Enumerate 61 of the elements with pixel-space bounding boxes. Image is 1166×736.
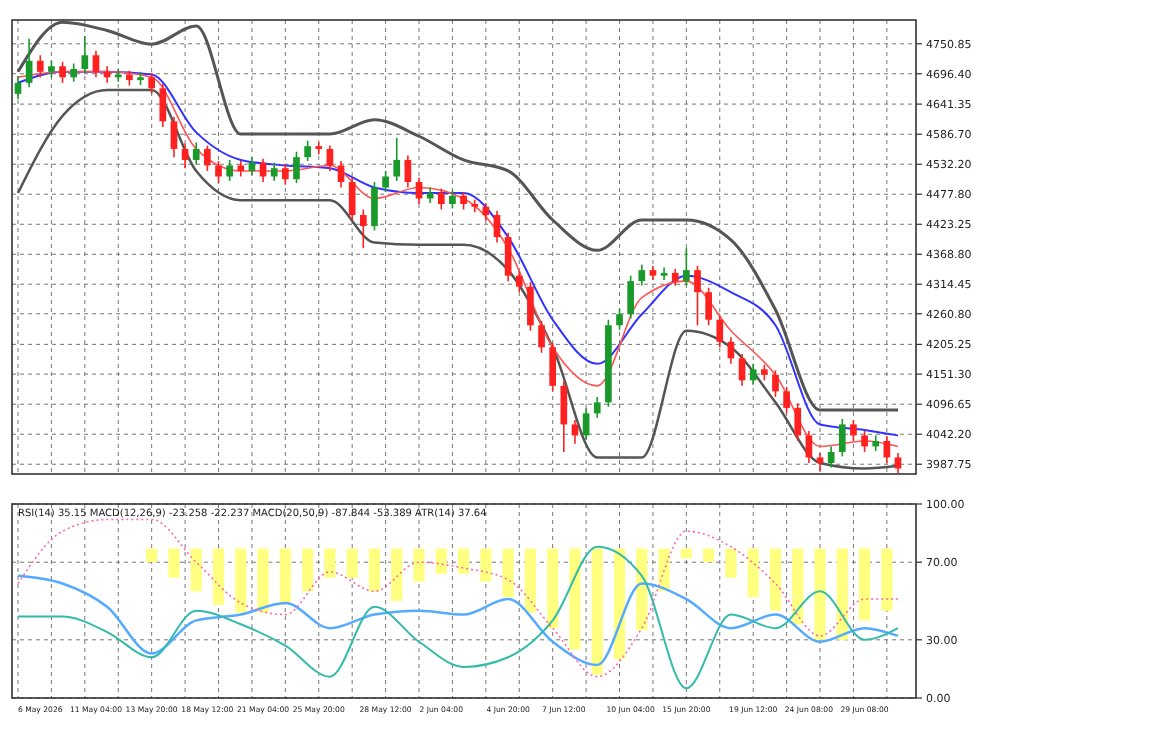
candlestick bbox=[59, 61, 66, 84]
candlestick bbox=[148, 72, 156, 95]
candlestick bbox=[772, 369, 779, 398]
candlestick bbox=[70, 62, 78, 83]
candlestick bbox=[304, 139, 311, 162]
candlestick bbox=[371, 181, 378, 232]
candlestick bbox=[393, 137, 401, 182]
candlestick bbox=[282, 163, 289, 186]
candlestick bbox=[170, 116, 178, 158]
candlestick bbox=[437, 187, 445, 211]
candlestick bbox=[783, 386, 790, 415]
candlestick bbox=[81, 35, 89, 74]
line-series bbox=[17, 518, 899, 678]
candlestick bbox=[538, 320, 545, 354]
candlestick bbox=[359, 208, 367, 249]
candlestick bbox=[816, 452, 824, 473]
line-series bbox=[17, 545, 899, 690]
line-series bbox=[16, 574, 900, 667]
candlestick bbox=[805, 430, 813, 464]
candlestick bbox=[25, 37, 33, 89]
candlestick bbox=[92, 50, 100, 79]
candlestick bbox=[716, 314, 724, 349]
candlestick bbox=[850, 419, 857, 442]
candlestick bbox=[337, 160, 345, 189]
candlestick bbox=[616, 307, 623, 331]
candlestick bbox=[504, 231, 512, 282]
candlestick bbox=[694, 264, 701, 327]
candlestick bbox=[638, 263, 646, 287]
candlestick bbox=[348, 176, 356, 222]
candlestick bbox=[515, 270, 523, 293]
candlestick bbox=[36, 54, 44, 79]
candlestick bbox=[838, 418, 846, 458]
candlestick bbox=[270, 161, 278, 182]
candlestick bbox=[382, 170, 389, 193]
candlestick bbox=[215, 160, 222, 184]
candlestick bbox=[683, 247, 690, 287]
candlestick bbox=[315, 141, 323, 156]
candlestick bbox=[293, 150, 300, 184]
candlestick bbox=[749, 363, 757, 386]
candlestick bbox=[471, 198, 479, 214]
candlestick bbox=[827, 445, 835, 469]
candlestick bbox=[159, 83, 167, 128]
candlestick bbox=[627, 274, 634, 320]
candlestick bbox=[582, 407, 590, 441]
candlestick bbox=[549, 342, 557, 393]
candlestick bbox=[493, 209, 501, 244]
candlestick bbox=[794, 402, 802, 442]
candlestick bbox=[527, 281, 534, 332]
candlestick bbox=[226, 159, 233, 182]
candlestick bbox=[738, 353, 746, 387]
candlestick bbox=[204, 144, 211, 172]
candlestick bbox=[404, 154, 412, 189]
line-series bbox=[16, 20, 900, 412]
candlestick bbox=[705, 286, 712, 327]
candlestick bbox=[660, 266, 668, 281]
candlestick bbox=[192, 141, 200, 166]
candlestick bbox=[449, 189, 456, 210]
candlestick bbox=[415, 176, 423, 205]
candlestick bbox=[861, 430, 868, 453]
candlestick bbox=[560, 380, 568, 453]
candlestick bbox=[593, 396, 601, 419]
